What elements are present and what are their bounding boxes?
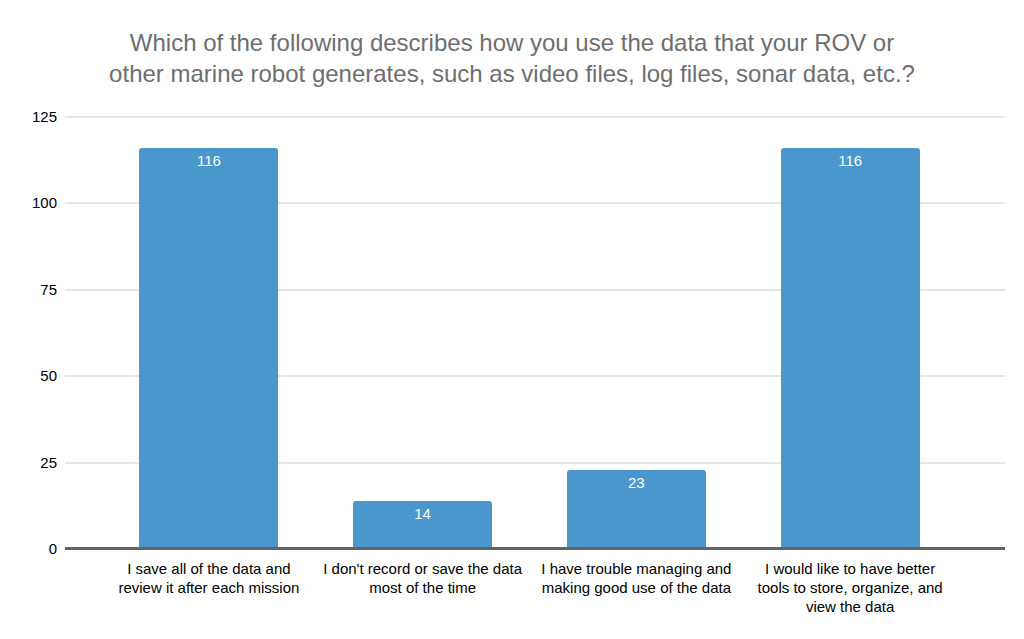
- bar-value-label: 14: [353, 505, 492, 523]
- y-tick-label: 125: [0, 109, 57, 125]
- bar: 116: [139, 148, 278, 549]
- x-category-label: I save all of the data and review it aft…: [102, 559, 316, 616]
- bar-column: 116: [102, 117, 316, 549]
- bar-value-label: 116: [781, 152, 920, 170]
- y-tick-label: 0: [0, 541, 57, 557]
- bar-column: 23: [530, 117, 744, 549]
- chart-title-line-2: other marine robot generates, such as vi…: [0, 58, 1024, 89]
- bar: 116: [781, 148, 920, 549]
- bar: 14: [353, 501, 492, 549]
- y-tick-label: 75: [0, 282, 57, 298]
- bar-value-label: 116: [139, 152, 278, 170]
- bar-chart: Which of the following describes how you…: [0, 0, 1024, 639]
- bar-value-label: 23: [567, 474, 706, 492]
- y-axis: 0255075100125: [0, 117, 57, 549]
- x-axis-line: [65, 547, 1005, 550]
- bars-row: 116 14 23 116: [65, 117, 1005, 549]
- bar: 23: [567, 470, 706, 549]
- bar-column: 116: [743, 117, 957, 549]
- bar-column: 14: [316, 117, 530, 549]
- x-category-label: I would like to have better tools to sto…: [743, 559, 957, 616]
- y-tick-label: 50: [0, 368, 57, 384]
- y-tick-label: 25: [0, 455, 57, 471]
- plot-area: 116 14 23 116: [65, 117, 1005, 549]
- x-axis-labels: I save all of the data and review it aft…: [102, 559, 957, 616]
- chart-title: Which of the following describes how you…: [0, 27, 1024, 89]
- x-category-label: I have trouble managing and making good …: [530, 559, 744, 616]
- chart-title-line-1: Which of the following describes how you…: [0, 27, 1024, 58]
- x-category-label: I don't record or save the data most of …: [316, 559, 530, 616]
- y-tick-label: 100: [0, 195, 57, 211]
